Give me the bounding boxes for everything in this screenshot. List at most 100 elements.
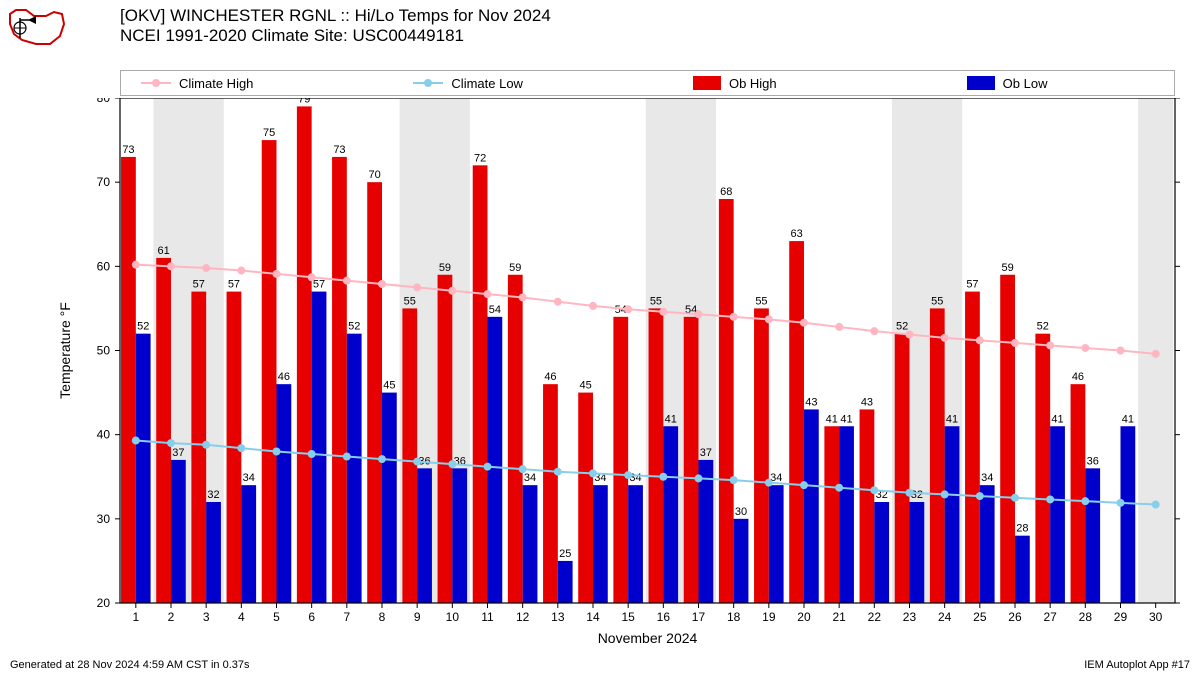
svg-text:57: 57 — [228, 279, 240, 291]
svg-text:3: 3 — [203, 610, 210, 624]
svg-text:43: 43 — [861, 396, 873, 408]
svg-text:40: 40 — [97, 428, 111, 442]
svg-text:72: 72 — [474, 152, 486, 164]
svg-text:41: 41 — [1051, 413, 1063, 425]
svg-text:41: 41 — [826, 413, 838, 425]
svg-text:22: 22 — [868, 610, 882, 624]
legend: Climate High Climate Low Ob High Ob Low — [120, 70, 1175, 96]
title-line-2: NCEI 1991-2020 Climate Site: USC00449181 — [120, 26, 551, 46]
svg-text:55: 55 — [404, 295, 416, 307]
svg-text:68: 68 — [720, 186, 732, 198]
footer-generated: Generated at 28 Nov 2024 4:59 AM CST in … — [10, 659, 250, 671]
svg-text:12: 12 — [516, 610, 530, 624]
svg-text:20: 20 — [797, 610, 811, 624]
svg-text:55: 55 — [650, 295, 662, 307]
svg-text:2: 2 — [168, 610, 175, 624]
svg-text:63: 63 — [790, 228, 802, 240]
svg-text:59: 59 — [509, 262, 521, 274]
svg-text:7: 7 — [343, 610, 350, 624]
svg-text:30: 30 — [735, 506, 747, 518]
svg-text:27: 27 — [1043, 610, 1057, 624]
svg-text:20: 20 — [97, 596, 111, 610]
svg-text:55: 55 — [755, 295, 767, 307]
svg-text:8: 8 — [379, 610, 386, 624]
svg-text:30: 30 — [1149, 610, 1163, 624]
svg-text:9: 9 — [414, 610, 421, 624]
svg-text:52: 52 — [1037, 321, 1049, 333]
svg-text:21: 21 — [832, 610, 846, 624]
svg-text:79: 79 — [298, 98, 310, 105]
svg-text:25: 25 — [973, 610, 987, 624]
legend-climate-high: Climate High — [141, 76, 253, 91]
svg-text:57: 57 — [966, 279, 978, 291]
svg-text:37: 37 — [700, 447, 712, 459]
svg-text:45: 45 — [383, 380, 395, 392]
svg-text:19: 19 — [762, 610, 776, 624]
legend-label: Ob High — [729, 76, 777, 91]
svg-text:34: 34 — [524, 472, 536, 484]
svg-text:55: 55 — [931, 295, 943, 307]
svg-text:25: 25 — [559, 548, 571, 560]
svg-text:80: 80 — [97, 98, 111, 105]
svg-text:17: 17 — [692, 610, 706, 624]
svg-text:10: 10 — [446, 610, 460, 624]
svg-text:36: 36 — [1087, 455, 1099, 467]
legend-climate-low: Climate Low — [413, 76, 523, 91]
svg-text:Temperature °F: Temperature °F — [57, 302, 73, 399]
svg-text:15: 15 — [621, 610, 635, 624]
svg-text:29: 29 — [1114, 610, 1128, 624]
svg-text:52: 52 — [137, 321, 149, 333]
svg-text:41: 41 — [946, 413, 958, 425]
svg-text:60: 60 — [97, 259, 111, 273]
svg-text:4: 4 — [238, 610, 245, 624]
svg-text:24: 24 — [938, 610, 952, 624]
chart-title: [OKV] WINCHESTER RGNL :: Hi/Lo Temps for… — [120, 6, 551, 46]
svg-text:41: 41 — [840, 413, 852, 425]
svg-text:5: 5 — [273, 610, 280, 624]
svg-text:57: 57 — [193, 279, 205, 291]
temperature-chart: 2030405060708012345678910111213141516171… — [50, 98, 1200, 683]
svg-text:75: 75 — [263, 127, 275, 139]
svg-text:16: 16 — [657, 610, 671, 624]
footer-app-id: IEM Autoplot App #17 — [1084, 659, 1190, 671]
svg-text:18: 18 — [727, 610, 741, 624]
svg-text:34: 34 — [981, 472, 993, 484]
svg-text:28: 28 — [1079, 610, 1093, 624]
svg-text:46: 46 — [1072, 371, 1084, 383]
svg-text:61: 61 — [157, 245, 169, 257]
svg-text:73: 73 — [333, 144, 345, 156]
svg-text:37: 37 — [172, 447, 184, 459]
svg-text:28: 28 — [1016, 523, 1028, 535]
svg-text:41: 41 — [665, 413, 677, 425]
svg-text:November 2024: November 2024 — [598, 630, 698, 646]
svg-text:70: 70 — [97, 175, 111, 189]
svg-text:50: 50 — [97, 344, 111, 358]
svg-text:41: 41 — [1122, 413, 1134, 425]
svg-text:54: 54 — [489, 304, 501, 316]
svg-text:13: 13 — [551, 610, 565, 624]
svg-text:59: 59 — [1001, 262, 1013, 274]
svg-text:30: 30 — [97, 512, 111, 526]
svg-text:52: 52 — [896, 321, 908, 333]
svg-text:46: 46 — [544, 371, 556, 383]
iem-logo-icon — [6, 6, 68, 48]
legend-ob-high: Ob High — [693, 76, 777, 91]
svg-text:14: 14 — [586, 610, 600, 624]
svg-text:34: 34 — [243, 472, 255, 484]
svg-text:59: 59 — [439, 262, 451, 274]
svg-text:43: 43 — [805, 396, 817, 408]
legend-label: Ob Low — [1003, 76, 1048, 91]
svg-text:26: 26 — [1008, 610, 1022, 624]
svg-text:52: 52 — [348, 321, 360, 333]
svg-text:11: 11 — [481, 610, 494, 624]
svg-text:45: 45 — [579, 380, 591, 392]
svg-text:70: 70 — [368, 169, 380, 181]
svg-text:73: 73 — [122, 144, 134, 156]
svg-text:46: 46 — [278, 371, 290, 383]
title-line-1: [OKV] WINCHESTER RGNL :: Hi/Lo Temps for… — [120, 6, 551, 26]
svg-text:1: 1 — [132, 610, 139, 624]
svg-text:6: 6 — [308, 610, 315, 624]
svg-text:23: 23 — [903, 610, 917, 624]
legend-label: Climate High — [179, 76, 253, 91]
svg-text:32: 32 — [207, 489, 219, 501]
